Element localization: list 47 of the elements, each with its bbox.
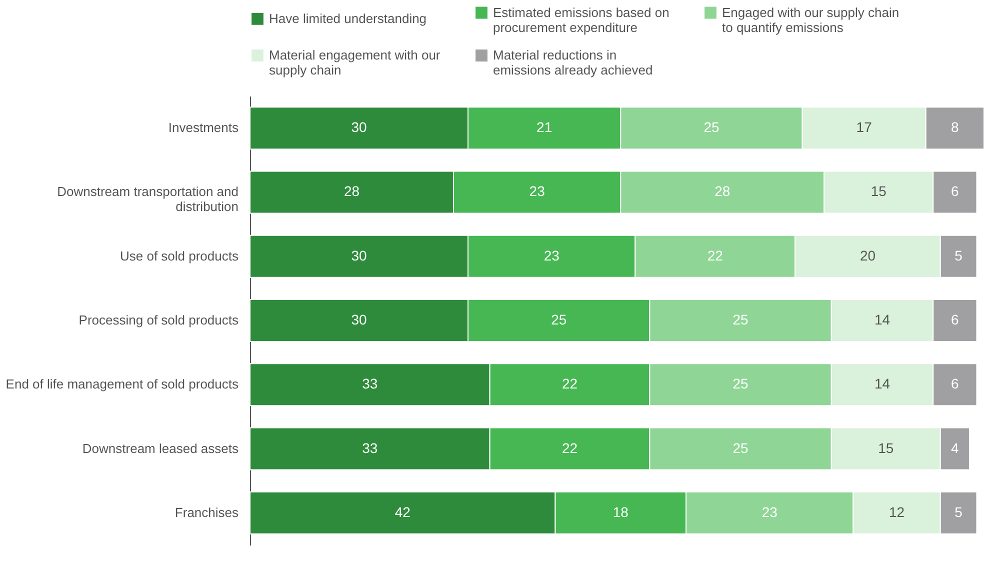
data-label: 33 xyxy=(362,440,378,456)
data-label: 20 xyxy=(860,247,876,264)
data-label: 4 xyxy=(951,440,960,456)
y-tick-label: Franchises xyxy=(174,504,239,520)
y-tick-label: Downstream leased assets xyxy=(82,440,239,456)
data-label: 28 xyxy=(714,183,730,200)
data-label: 30 xyxy=(351,119,368,136)
data-label: 25 xyxy=(551,312,567,328)
data-label: 22 xyxy=(707,247,724,264)
data-label: 6 xyxy=(951,312,960,328)
data-label: 25 xyxy=(732,440,749,456)
data-label: 22 xyxy=(562,376,578,392)
data-label: 23 xyxy=(762,504,778,520)
data-label: 25 xyxy=(732,312,749,328)
legend-label: Estimated emissions based on procurement expenditure xyxy=(493,4,670,35)
data-label: 18 xyxy=(612,504,629,520)
data-label: 33 xyxy=(362,376,378,392)
data-label: 23 xyxy=(544,247,560,264)
data-label: 25 xyxy=(704,119,720,136)
y-tick-label: Use of sold products xyxy=(120,248,239,264)
y-tick-label: Processing of sold products xyxy=(78,312,239,328)
data-label: 17 xyxy=(856,119,872,136)
legend-label: Material reductions in emissions already achieved xyxy=(493,48,653,78)
data-label: 22 xyxy=(562,440,578,456)
legend-label: Engaged with our supply chain to quantify emissions xyxy=(722,4,900,35)
data-label: 28 xyxy=(344,183,360,200)
data-label: 30 xyxy=(351,312,368,328)
data-label: 6 xyxy=(951,376,960,392)
data-label: 23 xyxy=(529,183,546,200)
legend-label: Material engagement with our supply chain xyxy=(269,48,441,78)
data-label: 5 xyxy=(954,504,963,520)
legend-label: Have limited understanding xyxy=(269,10,427,26)
data-label: 14 xyxy=(874,312,890,328)
data-label: 6 xyxy=(951,183,960,200)
y-tick-label: Downstream transportation and distribution xyxy=(57,184,238,214)
y-tick-label: End of life management of sold products xyxy=(6,376,239,392)
data-label: 30 xyxy=(351,247,368,264)
data-label: 25 xyxy=(732,376,749,392)
data-label: 15 xyxy=(870,183,887,200)
data-label: 21 xyxy=(536,119,552,136)
data-label: 15 xyxy=(878,440,894,456)
data-label: 42 xyxy=(394,504,411,520)
data-label: 8 xyxy=(951,119,960,136)
data-label: 14 xyxy=(874,376,890,392)
data-label: 12 xyxy=(889,504,905,520)
data-label: 5 xyxy=(954,247,963,264)
y-tick-label: Investments xyxy=(168,120,239,136)
